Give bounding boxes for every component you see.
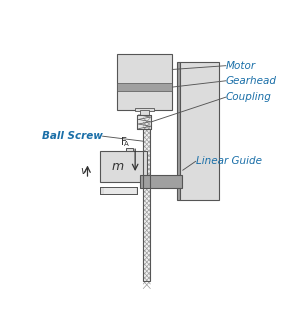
Text: A: A bbox=[124, 141, 128, 147]
Bar bbox=[140, 110, 149, 115]
Text: Ball Screw: Ball Screw bbox=[42, 131, 103, 141]
Bar bbox=[100, 187, 137, 194]
Bar bbox=[143, 129, 150, 281]
Bar bbox=[137, 115, 152, 129]
Text: Linear Guide: Linear Guide bbox=[196, 156, 262, 166]
Bar bbox=[180, 62, 219, 200]
Text: m: m bbox=[112, 160, 124, 173]
Bar bbox=[140, 175, 182, 188]
Text: F: F bbox=[121, 137, 127, 147]
Text: Motor: Motor bbox=[226, 61, 256, 71]
Text: v: v bbox=[80, 166, 86, 177]
Text: Coupling: Coupling bbox=[226, 92, 272, 102]
Bar bbox=[100, 151, 147, 181]
Bar bbox=[143, 129, 150, 281]
Bar bbox=[135, 108, 154, 111]
Bar bbox=[117, 54, 172, 110]
Text: Gearhead: Gearhead bbox=[226, 76, 277, 86]
Bar bbox=[126, 147, 133, 151]
Bar bbox=[177, 62, 180, 200]
Bar bbox=[117, 83, 172, 91]
Bar bbox=[100, 187, 137, 194]
Bar bbox=[137, 115, 152, 129]
Bar bbox=[104, 187, 136, 194]
